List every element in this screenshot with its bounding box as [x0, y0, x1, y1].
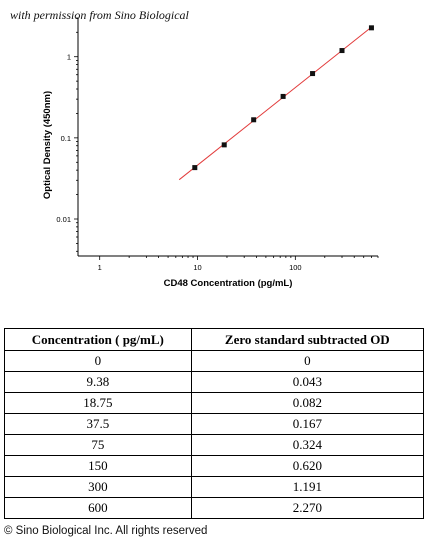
x-tick-label: 10 [193, 263, 201, 272]
data-point [368, 25, 374, 31]
table-cell: 600 [4, 497, 192, 519]
table-cell: 0 [4, 350, 192, 372]
y-tick-label: 0.1 [61, 134, 71, 143]
table-cell: 1.191 [190, 476, 425, 498]
table-cell: 300 [4, 476, 192, 498]
x-tick-label: 1 [98, 263, 102, 272]
table-cell: 0.620 [190, 455, 425, 477]
table-row: 9.38 0.043 [4, 371, 425, 393]
data-point [192, 165, 198, 171]
chart-axes [77, 18, 378, 257]
fit-line-layer [178, 26, 372, 181]
table-cell: 37.5 [4, 413, 192, 435]
standard-curve-chart: 1 10 100 0.01 0.1 1 CD48 Concentration (pg/mL… [42, 17, 379, 289]
table-cell: 0.082 [190, 392, 425, 414]
table-cell: 0.043 [190, 371, 425, 393]
data-points-layer [192, 25, 374, 171]
column-header-concentration: Concentration ( pg/mL) [4, 328, 192, 351]
table-row: 300 1.191 [4, 476, 425, 498]
table-cell: 2.270 [190, 497, 425, 519]
table-row: 18.75 0.082 [4, 392, 425, 414]
table-row: 150 0.620 [4, 455, 425, 477]
data-point [310, 71, 316, 77]
chart-ticks: 1 10 100 0.01 0.1 1 [56, 17, 379, 272]
standard-data-table: Concentration ( pg/mL) Zero standard sub… [4, 328, 425, 519]
table-cell: 75 [4, 434, 192, 456]
table-cell: 0.167 [190, 413, 425, 435]
table-row: 600 2.270 [4, 497, 425, 519]
data-point [280, 93, 286, 99]
table-cell: 150 [4, 455, 192, 477]
table-row: 75 0.324 [4, 434, 425, 456]
permission-caption: with permission from Sino Biological [10, 8, 189, 22]
y-tick-label: 0.01 [56, 215, 71, 224]
table-cell: 9.38 [4, 371, 192, 393]
table-cell: 0.324 [190, 434, 425, 456]
table-cell: 18.75 [4, 392, 192, 414]
data-point [221, 142, 227, 148]
copyright-text: © Sino Biological Inc. All rights reserv… [4, 525, 208, 537]
y-axis-label: Optical Density (450nm) [42, 91, 53, 199]
data-point [251, 117, 257, 123]
x-tick-label: 100 [289, 263, 302, 272]
data-point [339, 48, 345, 54]
table-header-row: Concentration ( pg/mL) Zero standard sub… [4, 328, 425, 351]
y-tick-label: 1 [67, 53, 71, 62]
fit-line [178, 26, 372, 181]
x-axis-label: CD48 Concentration (pg/mL) [164, 278, 293, 289]
column-header-od: Zero standard subtracted OD [190, 328, 425, 351]
table-row: 37.5 0.167 [4, 413, 425, 435]
table-cell: 0 [190, 350, 425, 372]
